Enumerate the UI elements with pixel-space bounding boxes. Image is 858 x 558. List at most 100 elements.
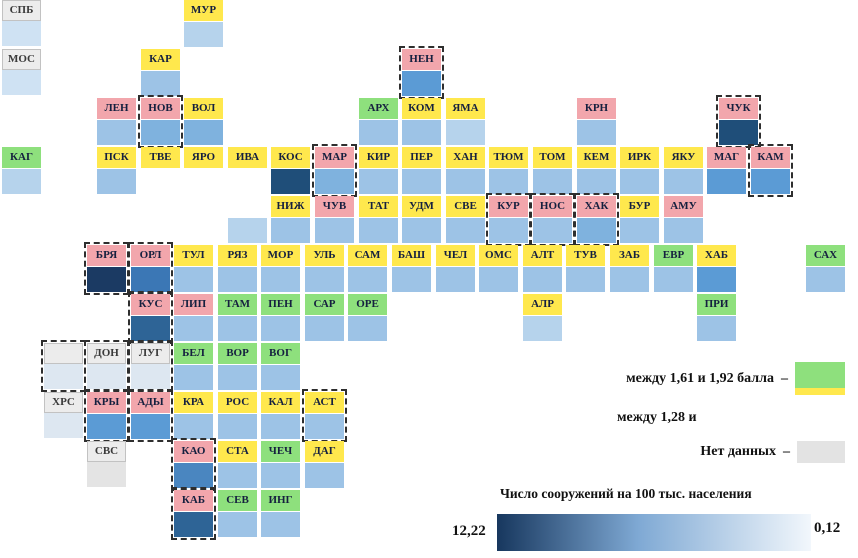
region-tile-ЛЕН: ЛЕН [97,98,136,145]
region-tile-unknown [228,196,267,243]
region-tile-ВОГ: ВОГ [261,343,300,390]
region-value-cell [566,267,605,292]
region-value-cell [664,169,703,194]
region-tile-ПЕР: ПЕР [402,147,441,194]
region-code: ОМС [479,245,518,267]
region-tile-ЕВР: ЕВР [654,245,693,292]
region-code: ОРЕ [348,294,387,316]
region-value-cell [271,218,310,243]
region-tile-НОВ: НОВ [138,95,183,148]
region-value-cell [305,316,344,341]
region-tile-ИНГ: ИНГ [261,490,300,537]
region-code: НИЖ [271,196,310,218]
region-code: КРА [174,392,213,414]
region-value-cell [261,463,300,488]
region-code: КЕМ [577,147,616,169]
region-tile-АЛТ: АЛТ [523,245,562,292]
region-tile-ОРЛ: ОРЛ [128,242,173,295]
region-code: ЛЕН [97,98,136,120]
region-value-cell [620,218,659,243]
region-value-cell [402,120,441,145]
region-code: БАШ [392,245,431,267]
region-code: САХ [806,245,845,267]
region-code: ЧУВ [315,196,354,218]
region-tile-ТУВ: ТУВ [566,245,605,292]
region-tile-ПРИ: ПРИ [697,294,736,341]
region-code: ТАМ [218,294,257,316]
region-value-cell [87,462,126,487]
region-tile-КИР: КИР [359,147,398,194]
region-tile-САМ: САМ [348,245,387,292]
region-value-cell [141,120,180,145]
region-code: ТУВ [566,245,605,267]
region-tile-ВОЛ: ВОЛ [184,98,223,145]
region-tile-ТЮМ: ТЮМ [489,147,528,194]
region-tile-САР: САР [305,294,344,341]
region-code: КОС [271,147,310,169]
region-value-cell [489,218,528,243]
region-code: НОС [533,196,572,218]
region-code: АСТ [305,392,344,414]
region-tile-КАЛ: КАЛ [261,392,300,439]
region-code: ХАН [446,147,485,169]
region-code: СВС [87,441,126,462]
region-value-cell [697,267,736,292]
legend-swatch-green [795,362,845,388]
region-value-cell [131,364,170,389]
region-value-cell [402,218,441,243]
region-tile-СТА: СТА [218,441,257,488]
region-code: САР [305,294,344,316]
region-tile-СВС: СВС [87,441,126,487]
region-value-cell [479,267,518,292]
region-code: ХРС [44,392,83,413]
region-code: ПСК [97,147,136,169]
region-value-cell [533,169,572,194]
region-value-cell [184,22,223,47]
region-tile-НОС: НОС [530,193,575,246]
region-value-cell [261,267,300,292]
region-tile-АДЫ: АДЫ [128,389,173,442]
region-code: ЗАБ [610,245,649,267]
region-tile-ТУЛ: ТУЛ [174,245,213,292]
region-tile-ХАН: ХАН [446,147,485,194]
region-tile-АЛР: АЛР [523,294,562,341]
region-value-cell [523,267,562,292]
region-value-cell [218,365,257,390]
region-tile-НЕН: НЕН [399,46,444,99]
region-value-cell [533,218,572,243]
region-value-cell [359,169,398,194]
region-code: КИР [359,147,398,169]
region-code: СПБ [2,0,41,21]
region-code: КАР [141,49,180,71]
region-tile-РОС: РОС [218,392,257,439]
region-tile-СПБ: СПБ [2,0,41,46]
region-code: СВЕ [446,196,485,218]
region-value-cell [620,169,659,194]
region-value-cell [97,120,136,145]
region-value-cell [271,169,310,194]
region-code: ЕВР [654,245,693,267]
region-code: ПЕР [402,147,441,169]
region-tile-СВЕ: СВЕ [446,196,485,243]
region-value-cell [218,463,257,488]
region-value-cell [44,364,83,389]
region-code: ИРК [620,147,659,169]
region-tile-ТАМ: ТАМ [218,294,257,341]
region-tile-МУР: МУР [184,0,223,47]
region-tile-ПСК: ПСК [97,147,136,194]
region-code: АДЫ [131,392,170,414]
region-tile-ОМС: ОМС [479,245,518,292]
region-code: МАР [315,147,354,169]
region-code: ЧЕЛ [436,245,475,267]
region-tile-МОР: МОР [261,245,300,292]
region-value-cell [446,169,485,194]
region-code: АРХ [359,98,398,120]
region-tile-ХРС: ХРС [44,392,83,438]
region-value-cell [610,267,649,292]
region-value-cell [141,71,180,96]
region-tile-ТВЕ: ТВЕ [141,147,180,194]
region-value-cell [654,267,693,292]
region-value-cell [489,169,528,194]
region-value-cell [174,316,213,341]
